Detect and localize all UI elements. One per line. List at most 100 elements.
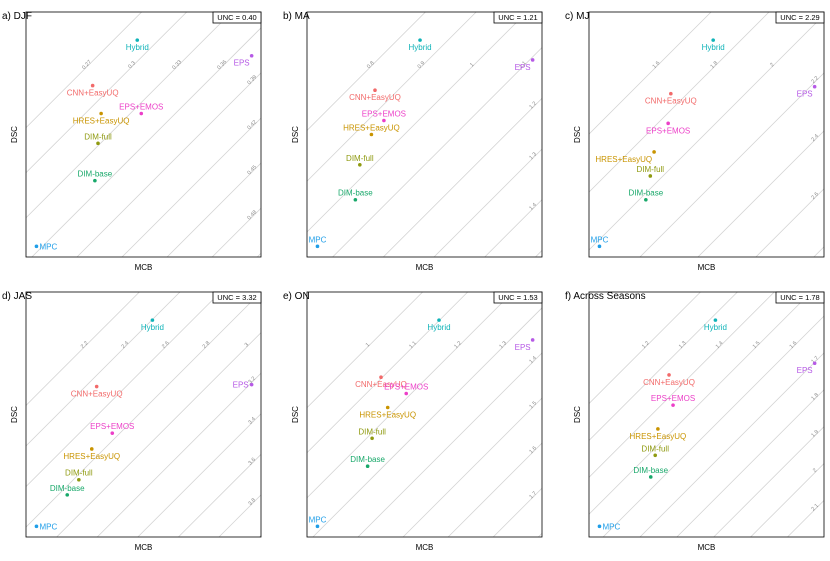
isopleth-line bbox=[589, 14, 824, 251]
isopleth-line bbox=[357, 352, 542, 537]
isopleth-label: 0.9 bbox=[417, 60, 427, 70]
point-hres-easyuq bbox=[656, 427, 660, 431]
point-label: DIM-full bbox=[65, 469, 93, 478]
x-axis-label: MCB bbox=[698, 263, 716, 272]
isopleth-line bbox=[31, 27, 261, 257]
point-label: MPC bbox=[309, 515, 327, 524]
isopleth-label: 2 bbox=[812, 468, 818, 474]
x-axis-label: MCB bbox=[416, 543, 434, 552]
point-label: Hybrid bbox=[427, 323, 450, 332]
isopleth-line bbox=[312, 307, 542, 537]
panel-4: d) JAS 2.2 2.4 2.6 2.8 3 3.2 3.4 3.6 3.8 UNC = 3.3… bbox=[2, 291, 262, 552]
point-eps-emos bbox=[110, 431, 115, 435]
point-eps bbox=[812, 84, 817, 89]
point-hybrid bbox=[711, 38, 715, 42]
unc-label: UNC = 2.29 bbox=[780, 13, 819, 22]
point-dim-base bbox=[65, 493, 70, 497]
isopleth-line bbox=[589, 12, 712, 135]
panel-title: a) DJF bbox=[2, 11, 32, 22]
isopleth-line bbox=[307, 12, 426, 132]
isopleth-line bbox=[697, 130, 824, 257]
panel-3: c) MJ 1.6 1.8 2 2.2 2.4 2.6 UNC = 2.29 MCB DSC Hyb… bbox=[565, 11, 825, 272]
isopleth-line bbox=[96, 372, 261, 537]
isopleth-label: 1.3 bbox=[528, 151, 538, 161]
point-dim-base bbox=[648, 475, 653, 479]
isopleth-line bbox=[484, 199, 542, 257]
point-mpc bbox=[315, 244, 320, 249]
isopleth-label: 2.1 bbox=[810, 503, 820, 513]
isopleth-label: 1.9 bbox=[810, 429, 820, 439]
isopleth-line bbox=[492, 487, 542, 537]
plot-frame bbox=[588, 291, 825, 538]
point-label: HRES+EasyUQ bbox=[359, 411, 416, 420]
isopleth-line bbox=[307, 12, 477, 182]
point-eps-emos bbox=[404, 391, 409, 396]
isopleth-line bbox=[332, 47, 542, 257]
point-label: DIM-full bbox=[637, 165, 665, 174]
point-label: DIM-base bbox=[350, 455, 385, 464]
point-label: HRES+EasyUQ bbox=[630, 432, 687, 441]
point-label: Hybrid bbox=[704, 323, 727, 332]
unc-label: UNC = 1.78 bbox=[780, 293, 819, 302]
isopleth-label: 1.5 bbox=[752, 340, 762, 350]
point-label: CNN+EasyUQ bbox=[643, 378, 695, 387]
point-label: CNN+EasyUQ bbox=[355, 380, 407, 389]
point-dim-full bbox=[370, 436, 374, 441]
isopleth-label: 1.2 bbox=[528, 101, 538, 111]
point-dim-base bbox=[365, 464, 370, 469]
point-hybrid bbox=[150, 318, 155, 322]
isopleth-line bbox=[307, 12, 528, 233]
point-hres-easyuq bbox=[99, 111, 103, 116]
isopleth-line bbox=[137, 413, 261, 537]
x-axis-label: MCB bbox=[698, 543, 716, 552]
isopleth-label: 2.8 bbox=[202, 340, 212, 350]
unc-box bbox=[775, 11, 825, 24]
isopleth-label: 1.4 bbox=[715, 340, 725, 350]
point-hybrid bbox=[418, 38, 422, 42]
point-label: CNN+EasyUQ bbox=[349, 93, 401, 102]
isopleth-line bbox=[824, 292, 830, 537]
point-eps bbox=[812, 361, 817, 366]
isopleth-label: 1.3 bbox=[498, 340, 508, 350]
isopleth-label: 0.42 bbox=[246, 119, 258, 131]
point-label: EPS bbox=[234, 59, 250, 68]
point-hybrid bbox=[135, 38, 140, 42]
point-cnn-easyuq bbox=[94, 384, 99, 389]
isopleth-line bbox=[402, 397, 542, 537]
point-label: MPC bbox=[39, 522, 57, 531]
point-dim-base bbox=[353, 197, 358, 202]
isopleth-line bbox=[676, 389, 824, 537]
panel-1: a) DJF 0.27 0.3 0.33 0.36 0.39 0.42 0.45 0.48 UNC… bbox=[2, 11, 262, 272]
panel-title: e) ON bbox=[283, 291, 310, 302]
isopleth-line bbox=[755, 188, 824, 257]
isopleth-label: 1.6 bbox=[528, 446, 538, 456]
point-mpc bbox=[315, 524, 320, 529]
point-label: CNN+EasyUQ bbox=[67, 89, 119, 98]
point-label: HRES+EasyUQ bbox=[73, 117, 130, 126]
isopleth-line bbox=[602, 315, 824, 537]
isopleth-line bbox=[166, 162, 261, 257]
point-eps bbox=[249, 53, 254, 58]
point-label: HRES+EasyUQ bbox=[343, 124, 400, 133]
isopleth-label: 0.36 bbox=[216, 59, 228, 71]
isopleth-label: 1.1 bbox=[408, 340, 418, 350]
isopleths bbox=[589, 292, 830, 537]
y-axis-label: DSC bbox=[573, 126, 582, 143]
point-hybrid bbox=[437, 318, 441, 322]
unc-label: UNC = 1.53 bbox=[498, 293, 537, 302]
isopleths bbox=[307, 292, 542, 537]
isopleth-label: 2.6 bbox=[161, 340, 171, 350]
point-label: DIM-full bbox=[358, 427, 386, 436]
isopleth-label: 1.2 bbox=[641, 340, 651, 350]
isopleth-label: 1.4 bbox=[528, 355, 538, 365]
isopleth-label: 1 bbox=[469, 62, 475, 68]
isopleth-line bbox=[383, 97, 542, 257]
point-label: EPS bbox=[515, 343, 531, 352]
point-label: EPS+EMOS bbox=[362, 110, 406, 119]
isopleth-line bbox=[56, 332, 261, 537]
unc-box bbox=[775, 291, 825, 304]
plot-frame bbox=[306, 11, 543, 258]
isopleth-line bbox=[589, 292, 775, 478]
isopleth-label: 1.4 bbox=[528, 202, 538, 212]
panel-title: f) Across Seasons bbox=[565, 291, 646, 302]
